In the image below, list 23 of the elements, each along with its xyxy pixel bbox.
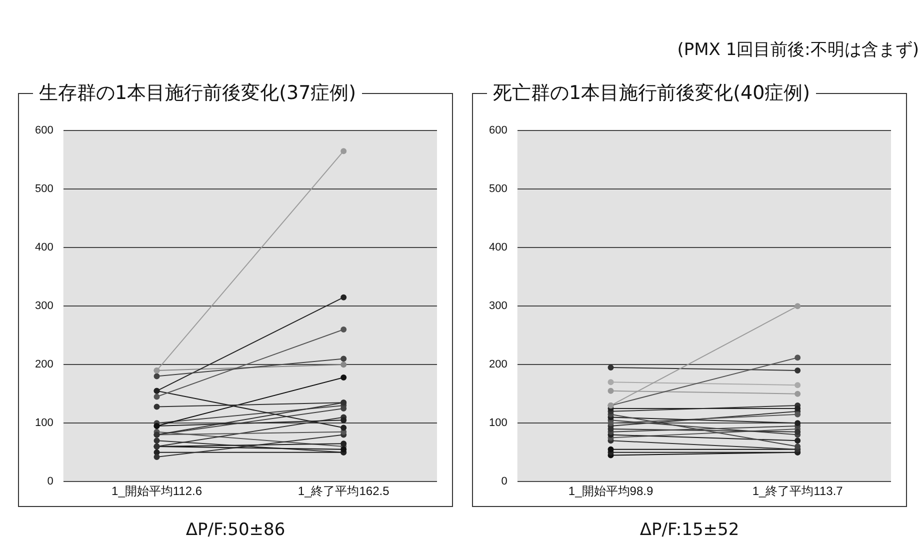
y-tick-label: 500: [488, 183, 508, 196]
y-tick-label: 400: [488, 242, 508, 254]
x-tick-label: 1_開始平均98.9: [568, 484, 654, 498]
chart-title: 生存群の1本目施行前後変化(37症例): [33, 80, 362, 106]
y-tick-label: 200: [488, 358, 508, 371]
y-tick-label: 500: [34, 183, 54, 196]
y-tick-label: 600: [34, 124, 54, 137]
y-tick-label: 100: [34, 417, 54, 430]
text: ΔP/F:50±86: [184, 520, 286, 540]
y-tick-label: 100: [488, 417, 508, 430]
x-tick-label: 1_終了平均113.7: [752, 484, 844, 498]
y-tick-label: 600: [488, 124, 508, 137]
y-tick-label: 300: [34, 300, 54, 312]
y-tick-label: 300: [488, 300, 508, 312]
x-tick-label: 1_開始平均112.6: [112, 484, 202, 498]
y-tick-label: 0: [501, 476, 508, 488]
y-tick-label: 200: [34, 358, 54, 371]
text: (PMX 1回目前後:不明は含まず): [677, 39, 919, 61]
x-tick-label: 1_終了平均162.5: [298, 484, 390, 498]
text: ΔP/F:15±52: [638, 520, 740, 540]
y-tick-label: 0: [47, 476, 54, 488]
y-tick-label: 400: [34, 242, 54, 254]
chart-title: 死亡群の1本目施行前後変化(40症例): [487, 80, 816, 106]
